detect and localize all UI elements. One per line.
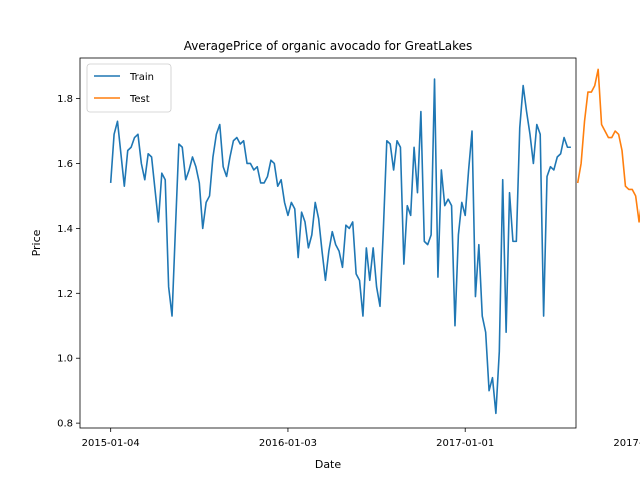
y-tick-label: 1.2	[57, 289, 73, 300]
legend-box	[86, 63, 172, 113]
legend-label-test: Test	[129, 94, 150, 105]
y-tick-label: 1.4	[57, 224, 73, 235]
legend: Train Test	[86, 63, 172, 113]
y-axis: 0.8 1.0 1.2 1.4 1.6 1.8	[57, 94, 80, 430]
x-tick-label: 2015-01-04	[82, 438, 140, 449]
y-tick-label: 1.6	[57, 159, 73, 170]
x-axis: 2015-01-04 2016-01-03 2017-01-01 2017-12-31	[82, 428, 640, 449]
series-layer	[109, 68, 640, 415]
x-tick-label: 2017-12-31	[613, 438, 640, 449]
x-tick-label: 2017-01-01	[436, 438, 494, 449]
series-line-train	[109, 78, 571, 415]
x-tick-label: 2016-01-03	[259, 438, 317, 449]
y-tick-label: 1.8	[57, 94, 73, 105]
legend-label-train: Train	[129, 72, 154, 83]
y-tick-label: 0.8	[57, 419, 73, 430]
y-tick-label: 1.0	[57, 354, 73, 365]
chart-title: AveragePrice of organic avocado for Grea…	[184, 39, 473, 53]
y-axis-title: Price	[30, 229, 43, 256]
plot-frame	[79, 57, 577, 429]
series-line-test	[576, 68, 640, 223]
x-axis-title: Date	[315, 458, 342, 471]
